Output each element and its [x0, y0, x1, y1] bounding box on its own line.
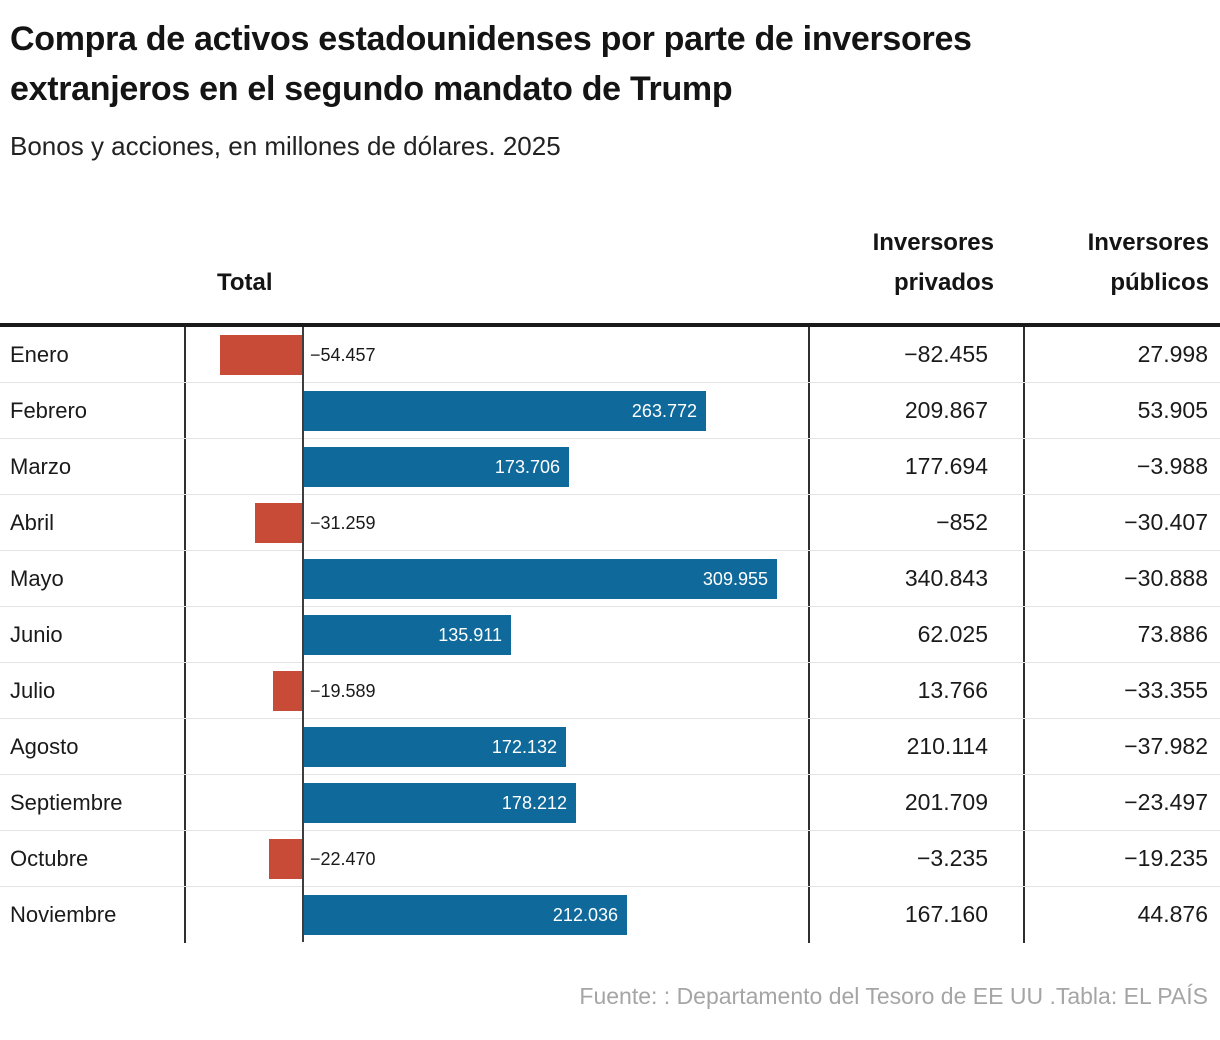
total-bar-value: 172.132: [491, 737, 557, 757]
total-bar: [303, 615, 511, 655]
total-bar-cell: 173.706: [186, 439, 810, 494]
public-investors-value: −23.497: [1124, 789, 1208, 815]
total-bar: [303, 391, 706, 431]
month-label: Octubre: [0, 831, 186, 886]
total-bar: [303, 559, 777, 599]
total-bar: [220, 335, 303, 375]
table-row: Julio −19.589 13.766 −33.355: [0, 663, 1220, 719]
page-title: Compra de activos estadounidenses por pa…: [10, 14, 1210, 114]
total-bar-cell: 212.036: [186, 887, 810, 943]
public-investors-value: 53.905: [1137, 397, 1208, 423]
title-line-1: Compra de activos estadounidenses por pa…: [10, 20, 972, 58]
table-row: Junio 135.911 62.025 73.886: [0, 607, 1220, 663]
table-row: Agosto 172.132 210.114 −37.982: [0, 719, 1220, 775]
table-row: Febrero 263.772 209.867 53.905: [0, 383, 1220, 439]
column-headers: Total Inversores privados Inversores púb…: [0, 162, 1220, 323]
public-investors-value: 27.998: [1137, 341, 1208, 367]
month-label: Noviembre: [0, 887, 186, 943]
month-label: Julio: [0, 663, 186, 718]
column-header-public-investors: Inversores públicos: [1087, 229, 1209, 296]
private-investors-value: −82.455: [810, 327, 1025, 382]
source-note: Fuente: : Departamento del Tesoro de EE …: [579, 983, 1208, 1009]
total-bar-cell: −31.259: [186, 495, 810, 550]
public-investors-value: 44.876: [1137, 901, 1208, 927]
column-header-private-investors: Inversores privados: [872, 229, 994, 296]
total-bar-cell: 135.911: [186, 607, 810, 662]
total-bar-value: 212.036: [552, 905, 618, 925]
total-bar-cell: 263.772: [186, 383, 810, 438]
month-label: Marzo: [0, 439, 186, 494]
chart-subtitle: Bonos y acciones, en millones de dólares…: [10, 131, 561, 161]
total-bar-cell: −22.470: [186, 831, 810, 886]
zero-baseline: [302, 327, 304, 942]
total-bar-value: 309.955: [702, 569, 768, 589]
public-investors-value: −37.982: [1124, 733, 1208, 759]
month-label: Enero: [0, 327, 186, 382]
total-bar: [303, 447, 569, 487]
total-bar-value: 178.212: [501, 793, 567, 813]
table-row: Octubre −22.470 −3.235 −19.235: [0, 831, 1220, 887]
table-row: Noviembre 212.036 167.160 44.876: [0, 887, 1220, 943]
public-investors-value: −19.235: [1124, 845, 1208, 871]
private-investors-value: 210.114: [810, 719, 1025, 774]
total-bar-value: −19.589: [310, 681, 376, 701]
total-bar-value: −54.457: [310, 345, 376, 365]
total-bar-cell: 309.955: [186, 551, 810, 606]
public-investors-value: −30.407: [1124, 509, 1208, 535]
total-bar-value: 135.911: [438, 625, 502, 645]
chart-card: Compra de activos estadounidenses por pa…: [0, 14, 1220, 1040]
private-investors-value: 209.867: [810, 383, 1025, 438]
total-bar: [303, 727, 566, 767]
table-row: Mayo 309.955 340.843 −30.888: [0, 551, 1220, 607]
title-line-2: extranjeros en el segundo mandato de Tru…: [10, 70, 733, 108]
total-bar-cell: 172.132: [186, 719, 810, 774]
table-row: Marzo 173.706 177.694 −3.988: [0, 439, 1220, 495]
month-label: Agosto: [0, 719, 186, 774]
private-investors-value: 167.160: [810, 887, 1025, 943]
public-investors-value: −30.888: [1124, 565, 1208, 591]
total-bar-value: −22.470: [310, 849, 376, 869]
total-bar-cell: 178.212: [186, 775, 810, 830]
data-table: Enero −54.457 −82.455 27.998 Febrero 263…: [0, 323, 1220, 943]
total-bar: [255, 503, 303, 543]
private-investors-value: −852: [810, 495, 1025, 550]
total-bar-value: 263.772: [631, 401, 697, 421]
total-bar: [273, 671, 303, 711]
table-row: Septiembre 178.212 201.709 −23.497: [0, 775, 1220, 831]
column-header-total: Total: [217, 269, 273, 296]
month-label: Mayo: [0, 551, 186, 606]
month-label: Septiembre: [0, 775, 186, 830]
month-label: Abril: [0, 495, 186, 550]
total-bar-cell: −19.589: [186, 663, 810, 718]
public-investors-value: 73.886: [1137, 621, 1208, 647]
private-investors-value: 62.025: [810, 607, 1025, 662]
month-label: Junio: [0, 607, 186, 662]
table-row: Abril −31.259 −852 −30.407: [0, 495, 1220, 551]
private-investors-value: −3.235: [810, 831, 1025, 886]
month-label: Febrero: [0, 383, 186, 438]
public-investors-value: −3.988: [1137, 453, 1208, 479]
total-bar-value: −31.259: [310, 513, 376, 533]
table-row: Enero −54.457 −82.455 27.998: [0, 327, 1220, 383]
total-bar: [303, 895, 627, 935]
private-investors-value: 340.843: [810, 551, 1025, 606]
total-bar-cell: −54.457: [186, 327, 810, 382]
private-investors-value: 201.709: [810, 775, 1025, 830]
public-investors-value: −33.355: [1124, 677, 1208, 703]
total-bar: [303, 783, 576, 823]
total-bar: [269, 839, 303, 879]
private-investors-value: 177.694: [810, 439, 1025, 494]
total-bar-value: 173.706: [494, 457, 560, 477]
private-investors-value: 13.766: [810, 663, 1025, 718]
